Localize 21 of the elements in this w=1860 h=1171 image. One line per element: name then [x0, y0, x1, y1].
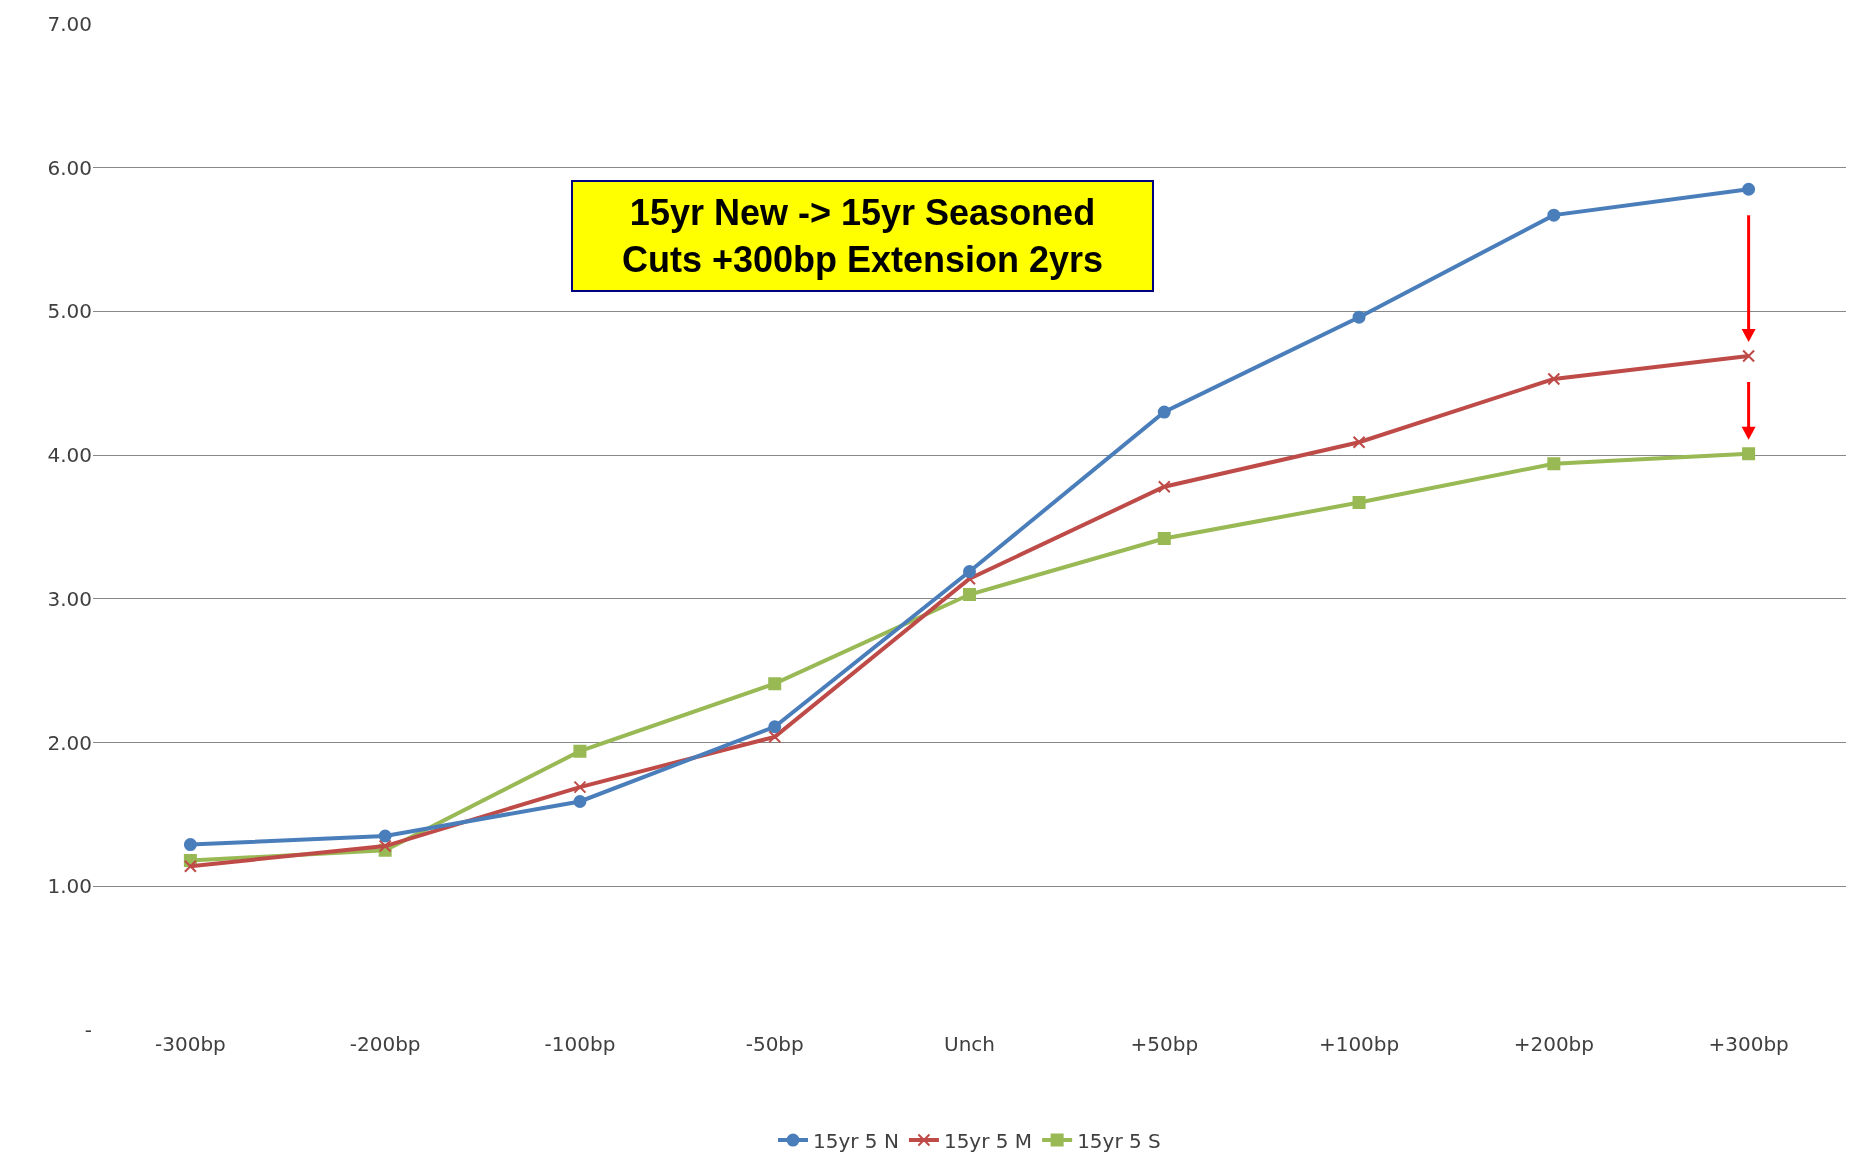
y-tick-label: 6.00: [47, 155, 92, 180]
y-tick-label: 7.00: [47, 12, 92, 36]
x-tick-label: -200bp: [349, 1032, 421, 1056]
y-tick-label: 1.00: [47, 874, 92, 899]
x-tick-label: -50bp: [745, 1032, 804, 1056]
annotation: 15yr New -> 15yr Seasoned Cuts +300bp Extension 2yrs: [621, 192, 1104, 280]
x-tick-label: -100bp: [544, 1032, 616, 1056]
x-tick-label: +100bp: [1318, 1032, 1400, 1056]
legend-label: 15yr 5 M: [943, 1128, 1033, 1153]
x-tick-label: +300bp: [1708, 1032, 1789, 1056]
x-tick-label: +200bp: [1513, 1032, 1594, 1056]
y-tick-label: 3.00: [47, 586, 92, 611]
x-tick-label: -300bp: [155, 1032, 226, 1056]
legend-label: 15yr 5 S: [1077, 1128, 1161, 1153]
x-tick-label: +50bp: [1130, 1032, 1199, 1056]
legend-label: 15yr 5 N: [813, 1128, 899, 1153]
x-tick-label: Unch: [944, 1032, 995, 1056]
y-tick-label: 4.00: [47, 443, 92, 468]
y-tick-label: -: [84, 1018, 92, 1042]
y-tick-label: 2.00: [47, 730, 92, 755]
y-tick-label: 5.00: [47, 299, 92, 324]
